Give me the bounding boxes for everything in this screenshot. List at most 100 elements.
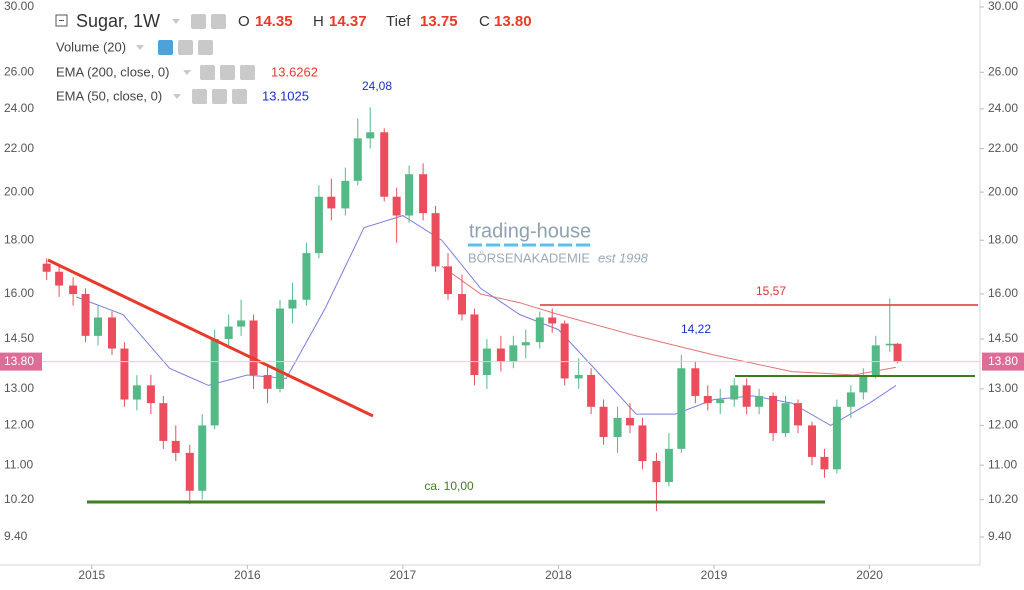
remove-button[interactable] [240, 65, 255, 80]
eye-button[interactable] [200, 65, 215, 80]
candle-body [509, 345, 518, 362]
candle-body [613, 417, 622, 437]
y-tick-label: 22.00 [988, 141, 1018, 155]
price-badge [0, 352, 42, 371]
candle-body [171, 440, 180, 453]
candle-body [431, 213, 440, 267]
price-badge-label: 13.80 [4, 354, 34, 368]
candle-body [521, 342, 530, 346]
candle-body [730, 385, 739, 400]
settings-button[interactable] [211, 14, 226, 29]
high-label: H [313, 13, 324, 30]
candle-body [560, 323, 569, 379]
candle-body [302, 253, 311, 300]
dropdown[interactable] [172, 19, 180, 24]
x-tick-label: 2017 [390, 568, 417, 582]
eye-button[interactable] [192, 89, 207, 104]
candle-body [263, 375, 272, 389]
x-tick-label: 2016 [234, 568, 261, 582]
candle-body [341, 180, 350, 209]
y-tick-label: 30.00 [4, 0, 34, 13]
settings-button[interactable] [212, 89, 227, 104]
y-tick-label: 12.00 [988, 418, 1018, 432]
x-tick-label: 2020 [856, 568, 883, 582]
low-value: 13.75 [420, 13, 458, 30]
candle-body [691, 368, 700, 396]
annotation: 14,22 [681, 322, 711, 336]
candle-body [185, 452, 194, 491]
candle-body [781, 403, 790, 434]
candle-body [846, 392, 855, 407]
candle-body [859, 375, 868, 393]
candle-body [638, 425, 647, 462]
candle-body [871, 345, 880, 376]
candle-body [885, 343, 894, 346]
y-tick-label: 13.00 [4, 381, 34, 395]
candle-body [652, 461, 661, 483]
candle-body [249, 320, 258, 376]
candle-body [820, 456, 829, 470]
remove-button[interactable] [198, 40, 213, 55]
y-tick-label: 14.50 [4, 331, 34, 345]
candle-body [470, 314, 479, 376]
open-value: 14.35 [255, 13, 293, 30]
candle-body [535, 317, 544, 343]
y-tick-label: 13.00 [988, 381, 1018, 395]
candle-body [224, 326, 233, 339]
y-tick-label: 14.50 [988, 331, 1018, 345]
dropdown[interactable] [183, 70, 191, 75]
settings-button[interactable] [178, 40, 193, 55]
y-tick-label: 10.20 [4, 492, 34, 506]
price-badge [982, 352, 1024, 371]
y-tick-label: 30.00 [988, 0, 1018, 13]
eye-button[interactable] [158, 40, 173, 55]
candle-body [353, 138, 362, 181]
y-tick-label: 20.00 [988, 184, 1018, 198]
candle-body [42, 263, 51, 272]
close-value: 13.80 [494, 13, 532, 30]
close-label: C [479, 13, 490, 30]
candle-body [626, 417, 634, 426]
candle-body [146, 385, 155, 404]
collapse-button[interactable] [55, 14, 68, 27]
candle-body [405, 174, 414, 216]
y-tick-label: 11.00 [4, 457, 33, 471]
volume-label[interactable]: Volume (20) [56, 39, 126, 54]
candle-body [327, 196, 336, 209]
dropdown[interactable] [173, 94, 181, 99]
high-value: 14.37 [329, 13, 367, 30]
price-badge-label: 13.80 [988, 354, 1018, 368]
watermark-sub: BÖRSENAKADEMIE [468, 250, 590, 265]
candle-body [755, 395, 764, 407]
candle-body [574, 375, 583, 379]
candle-body [893, 343, 902, 362]
candle-body [69, 285, 78, 295]
y-tick-label: 24.00 [988, 101, 1018, 115]
settings-button[interactable] [220, 65, 235, 80]
remove-button[interactable] [232, 89, 247, 104]
y-tick-label: 26.00 [988, 64, 1018, 78]
candle-body [444, 266, 452, 295]
trendline [47, 258, 374, 418]
y-tick-label: 18.00 [988, 232, 1018, 246]
symbol[interactable]: Sugar, 1W [76, 11, 160, 31]
candle-body [380, 132, 389, 197]
plot-area [42, 107, 902, 511]
candle-body [81, 294, 90, 336]
candle-body [677, 368, 686, 449]
ema-label[interactable]: EMA (200, close, 0) [56, 64, 169, 79]
ema-label[interactable]: EMA (50, close, 0) [56, 88, 162, 103]
candle-body [664, 448, 673, 483]
dropdown[interactable] [136, 45, 144, 50]
eye-button[interactable] [191, 14, 206, 29]
candle-body [742, 385, 751, 407]
candle-body [314, 196, 323, 254]
x-tick-label: 2019 [701, 568, 728, 582]
candle-body [120, 348, 129, 400]
x-tick-label: 2015 [78, 568, 105, 582]
y-tick-label: 16.00 [4, 286, 34, 300]
candle-body [548, 317, 557, 324]
candle-body [237, 320, 246, 327]
y-tick-label: 16.00 [988, 286, 1018, 300]
